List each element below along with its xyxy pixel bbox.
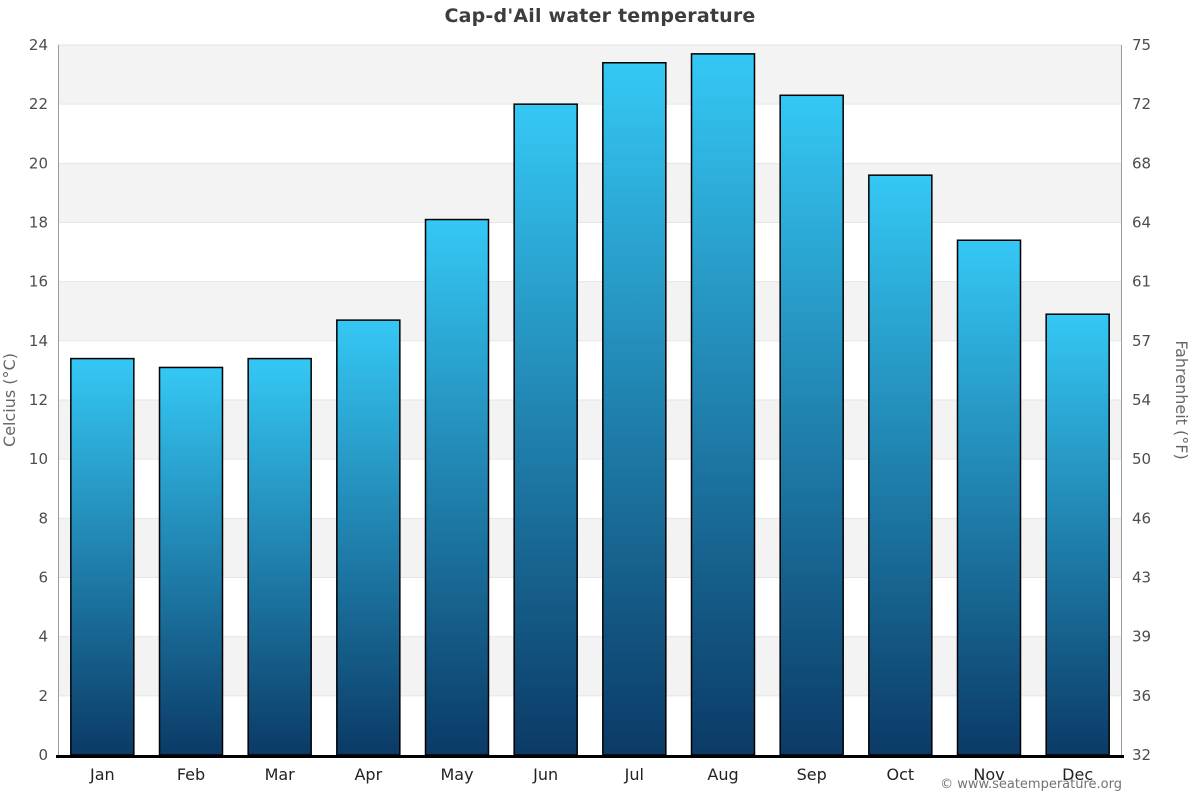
- y-tick-right-54: 54: [1132, 391, 1151, 409]
- y-tick-left-14: 14: [29, 332, 48, 350]
- grid-band: [58, 281, 1122, 341]
- grid-band: [58, 400, 1122, 460]
- bar-feb[interactable]: [158, 366, 224, 756]
- x-tick-mar: Mar: [265, 765, 296, 784]
- y-tick-left-16: 16: [29, 273, 48, 291]
- y-tick-right-43: 43: [1132, 569, 1151, 587]
- y-tick-right-75: 75: [1132, 36, 1151, 54]
- grid-band: [58, 163, 1122, 223]
- bar-apr[interactable]: [336, 319, 401, 756]
- x-tick-may: May: [440, 765, 473, 784]
- bar-jan[interactable]: [70, 357, 135, 756]
- bar-dec[interactable]: [1045, 313, 1110, 756]
- y-tick-left-8: 8: [38, 509, 48, 527]
- x-tick-jul: Jul: [624, 765, 644, 784]
- grid-band: [58, 518, 1122, 578]
- y-tick-left-0: 0: [38, 746, 48, 764]
- x-tick-oct: Oct: [886, 765, 914, 784]
- bar-nov[interactable]: [956, 239, 1022, 756]
- y-axis-title-right: Fahrenheit (°F): [1172, 340, 1191, 459]
- y-tick-left-4: 4: [38, 628, 48, 646]
- y-tick-left-24: 24: [29, 36, 48, 54]
- y-tick-right-57: 57: [1132, 332, 1151, 350]
- y-tick-right-50: 50: [1132, 450, 1151, 468]
- y-tick-right-61: 61: [1132, 273, 1151, 291]
- y-tick-right-68: 68: [1132, 154, 1151, 172]
- y-tick-right-46: 46: [1132, 509, 1151, 527]
- y-axis-title-left: Celcius (°C): [0, 353, 19, 447]
- y-tick-right-36: 36: [1132, 687, 1151, 705]
- bar-mar[interactable]: [247, 357, 312, 756]
- y-tick-left-12: 12: [29, 391, 48, 409]
- x-tick-nov: Nov: [973, 765, 1004, 784]
- y-tick-left-18: 18: [29, 214, 48, 232]
- x-tick-aug: Aug: [707, 765, 738, 784]
- axis-tick-labels: 2422201816141210864207572686461575450464…: [29, 36, 1151, 784]
- x-tick-apr: Apr: [354, 765, 382, 784]
- y-tick-right-32: 32: [1132, 746, 1151, 764]
- x-tick-feb: Feb: [177, 765, 205, 784]
- bar-jun[interactable]: [513, 103, 578, 756]
- y-tick-left-20: 20: [29, 154, 48, 172]
- x-tick-jun: Jun: [532, 765, 558, 784]
- y-tick-left-6: 6: [38, 569, 48, 587]
- chart-title: Cap-d'Ail water temperature: [444, 5, 756, 27]
- grid-bands: [58, 45, 1122, 696]
- y-tick-left-2: 2: [38, 687, 48, 705]
- y-tick-left-22: 22: [29, 95, 48, 113]
- y-tick-left-10: 10: [29, 450, 48, 468]
- bar-oct[interactable]: [868, 174, 933, 756]
- bars-series: [70, 53, 1110, 756]
- axis-lines: [56, 45, 1124, 758]
- bar-may[interactable]: [424, 218, 490, 756]
- y-tick-right-39: 39: [1132, 628, 1151, 646]
- x-tick-dec: Dec: [1062, 765, 1093, 784]
- grid-band: [58, 45, 1122, 105]
- bar-jul[interactable]: [602, 62, 667, 756]
- x-tick-jan: Jan: [89, 765, 115, 784]
- copyright-credit[interactable]: © www.seatemperature.org: [940, 777, 1122, 792]
- y-tick-right-72: 72: [1132, 95, 1151, 113]
- bar-sep[interactable]: [779, 94, 844, 756]
- x-tick-sep: Sep: [797, 765, 827, 784]
- bar-aug[interactable]: [690, 53, 756, 756]
- grid-band: [58, 636, 1122, 696]
- y-tick-right-64: 64: [1132, 214, 1151, 232]
- gridlines: [58, 44, 1122, 697]
